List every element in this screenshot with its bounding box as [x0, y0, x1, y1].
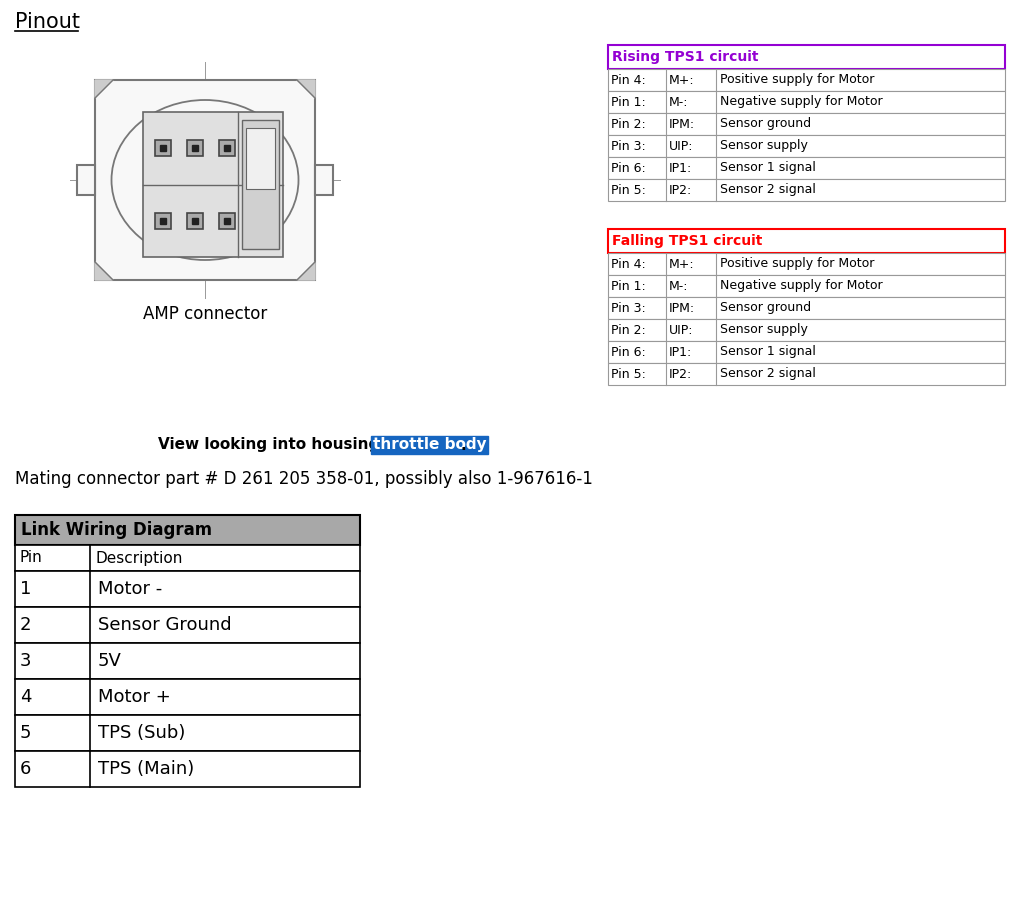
Text: UIP:: UIP: [669, 324, 693, 336]
Text: Motor +: Motor + [98, 688, 171, 706]
Bar [15, 515, 360, 545]
Bar [187, 213, 203, 228]
Text: Sensor 1 signal: Sensor 1 signal [720, 345, 816, 359]
Text: UIP:: UIP: [669, 139, 693, 153]
Text: Sensor 2 signal: Sensor 2 signal [720, 183, 816, 197]
Text: IP1:: IP1: [669, 162, 692, 174]
Text: Negative supply for Motor: Negative supply for Motor [720, 280, 883, 292]
Text: IPM:: IPM: [669, 118, 695, 130]
Polygon shape [95, 80, 113, 98]
Polygon shape [297, 262, 315, 280]
Text: Sensor 1 signal: Sensor 1 signal [720, 162, 816, 174]
Bar [608, 45, 1005, 69]
Text: Pin 2:: Pin 2: [611, 324, 646, 336]
Bar [608, 69, 1005, 91]
Text: Pin 1:: Pin 1: [611, 280, 646, 292]
Bar [219, 213, 235, 228]
Text: 5: 5 [20, 724, 31, 742]
Text: IP2:: IP2: [669, 183, 692, 197]
Text: throttle body: throttle body [373, 438, 486, 452]
Text: Pin 6:: Pin 6: [611, 345, 646, 359]
Text: M-:: M-: [669, 280, 688, 292]
Bar [143, 112, 283, 257]
Text: Positive supply for Motor: Positive supply for Motor [720, 257, 874, 271]
Text: Pin 5:: Pin 5: [611, 183, 646, 197]
Text: 5V: 5V [98, 652, 122, 670]
Text: Pin 4:: Pin 4: [611, 257, 646, 271]
Text: Sensor Ground: Sensor Ground [98, 616, 231, 634]
Text: 3: 3 [20, 652, 31, 670]
Bar [15, 607, 360, 643]
Text: Sensor supply: Sensor supply [720, 139, 808, 153]
Text: Pin 2:: Pin 2: [611, 118, 646, 130]
Text: Pin 1:: Pin 1: [611, 95, 646, 109]
Text: Sensor 2 signal: Sensor 2 signal [720, 368, 816, 380]
Bar [155, 140, 171, 156]
Bar [77, 165, 95, 195]
Text: 2: 2 [20, 616, 31, 634]
Bar [608, 135, 1005, 157]
Ellipse shape [112, 100, 298, 260]
Bar [15, 545, 360, 571]
Text: Falling TPS1 circuit: Falling TPS1 circuit [612, 234, 762, 248]
Bar [15, 679, 360, 715]
Text: Description: Description [96, 550, 184, 565]
Text: IP2:: IP2: [669, 368, 692, 380]
Bar [15, 715, 360, 751]
Text: Pin 3:: Pin 3: [611, 301, 646, 315]
Bar [155, 213, 171, 228]
Bar [15, 643, 360, 679]
Text: AMP connector: AMP connector [143, 305, 267, 323]
Text: 1: 1 [20, 580, 31, 598]
Bar [219, 140, 235, 156]
Bar [315, 165, 333, 195]
Bar [15, 571, 360, 607]
Text: Mating connector part # D 261 205 358-01, possibly also 1-967616-1: Mating connector part # D 261 205 358-01… [15, 470, 593, 488]
Text: Negative supply for Motor: Negative supply for Motor [720, 95, 883, 109]
Text: View looking into housing on throttle body.: View looking into housing on throttle bo… [158, 438, 529, 452]
Polygon shape [95, 262, 113, 280]
Bar [187, 140, 203, 156]
Text: Sensor ground: Sensor ground [720, 118, 811, 130]
Text: View looking into housing on: View looking into housing on [158, 438, 411, 452]
Bar [95, 80, 315, 280]
Bar [608, 275, 1005, 297]
Text: Link Wiring Diagram: Link Wiring Diagram [21, 521, 212, 539]
Bar [608, 341, 1005, 363]
Text: Pin 3:: Pin 3: [611, 139, 646, 153]
Bar [608, 157, 1005, 179]
Bar [608, 113, 1005, 135]
Bar [608, 179, 1005, 201]
Text: Pin 4:: Pin 4: [611, 74, 646, 86]
Text: Pin 6:: Pin 6: [611, 162, 646, 174]
Text: TPS (Sub): TPS (Sub) [98, 724, 186, 742]
Text: Sensor supply: Sensor supply [720, 324, 808, 336]
Bar [608, 229, 1005, 253]
Text: Pin: Pin [20, 550, 43, 565]
Bar [243, 120, 279, 249]
Text: Sensor ground: Sensor ground [720, 301, 811, 315]
Text: Positive supply for Motor: Positive supply for Motor [720, 74, 874, 86]
Text: IPM:: IPM: [669, 301, 695, 315]
Bar [608, 319, 1005, 341]
Text: Pin 5:: Pin 5: [611, 368, 646, 380]
Bar [15, 751, 360, 787]
Text: .: . [461, 438, 467, 452]
Text: TPS (Main): TPS (Main) [98, 760, 194, 778]
Text: Motor -: Motor - [98, 580, 162, 598]
Bar [608, 91, 1005, 113]
Bar [608, 363, 1005, 385]
Text: M+:: M+: [669, 257, 694, 271]
Text: Pinout: Pinout [15, 12, 80, 32]
Bar [608, 253, 1005, 275]
Text: IP1:: IP1: [669, 345, 692, 359]
Bar [608, 297, 1005, 319]
Text: M+:: M+: [669, 74, 694, 86]
Text: 4: 4 [20, 688, 31, 706]
Polygon shape [297, 80, 315, 98]
Text: M-:: M-: [669, 95, 688, 109]
Bar [247, 128, 275, 189]
Text: Rising TPS1 circuit: Rising TPS1 circuit [612, 50, 758, 64]
Text: 6: 6 [20, 760, 31, 778]
